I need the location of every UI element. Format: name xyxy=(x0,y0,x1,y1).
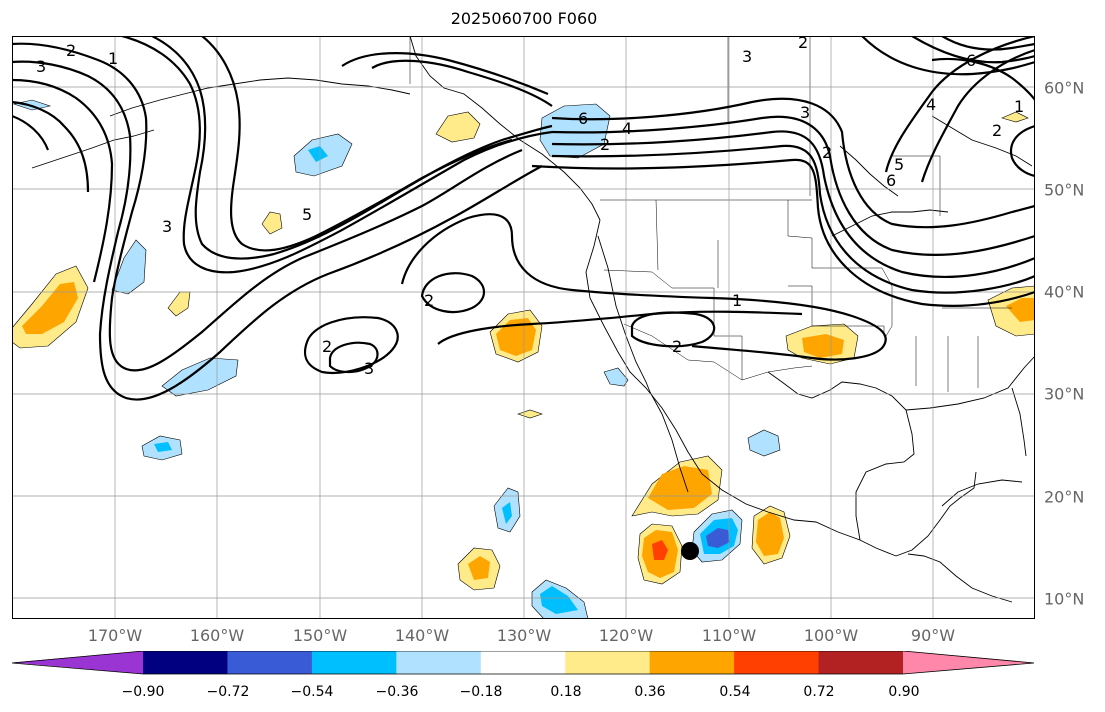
lat-label: 10°N xyxy=(1044,589,1085,609)
contour-label: 1 xyxy=(732,291,742,310)
lon-label: 150°W xyxy=(292,626,348,645)
negative-anomaly-patch xyxy=(531,579,589,619)
positive-anomaly-patch xyxy=(631,455,723,517)
positive-anomaly-patch xyxy=(489,309,543,363)
negative-anomaly-patch xyxy=(293,133,353,177)
coastlines xyxy=(31,36,1035,603)
colorbar-swatch xyxy=(818,651,904,674)
map-panel: 2 3 1 3 3 2 6 4 2 5 3 2 2 3 1 2 6 5 6 4 … xyxy=(12,36,1035,619)
negative-anomaly-patch xyxy=(141,435,183,461)
contour-label: 2 xyxy=(798,36,808,52)
contour-label: 2 xyxy=(66,41,76,60)
positive-anomaly-patch xyxy=(457,547,501,591)
colorbar-tick-label: 0.90 xyxy=(888,684,920,700)
lat-label: 40°N xyxy=(1044,282,1085,302)
colorbar-swatch xyxy=(480,651,566,674)
lon-label: 140°W xyxy=(394,626,450,645)
negative-anomaly-patch xyxy=(691,509,743,563)
lon-label: 110°W xyxy=(701,626,757,645)
positive-anomaly-patch xyxy=(12,265,89,349)
negative-anomaly-patch xyxy=(111,239,147,295)
contour-label: 3 xyxy=(364,359,374,378)
lon-label: 130°W xyxy=(496,626,552,645)
colorbar-swatch xyxy=(143,651,228,674)
colorbar-swatch xyxy=(396,651,482,674)
contour-label: 2 xyxy=(992,121,1002,140)
negative-anomaly-patch xyxy=(493,487,521,533)
lon-label: 100°W xyxy=(803,626,859,645)
colorbar-tick-label: 0.36 xyxy=(634,684,666,700)
colorbar-swatch xyxy=(649,651,735,674)
colorbar-swatch xyxy=(227,651,313,674)
contour-label: 1 xyxy=(1014,97,1024,116)
colorbar-swatch xyxy=(565,651,651,674)
positive-anomaly-patch xyxy=(435,111,481,143)
contour-label: 2 xyxy=(322,337,332,356)
contour-label: 6 xyxy=(966,51,976,70)
colorbar-swatch xyxy=(311,651,397,674)
contour-label: 4 xyxy=(622,119,632,138)
contour-lines xyxy=(12,36,1035,401)
lon-label: 170°W xyxy=(87,626,143,645)
contour-label: 3 xyxy=(162,217,172,236)
colorbar-swatch xyxy=(734,651,820,674)
colorbar-extend-max xyxy=(903,651,1034,674)
positive-anomaly-patch xyxy=(167,291,191,317)
colorbar-tick-label: 0.72 xyxy=(803,684,835,700)
negative-anomaly-patch xyxy=(161,357,239,397)
contour-label: 4 xyxy=(926,95,936,114)
lat-label: 30°N xyxy=(1044,384,1085,404)
contour-label: 3 xyxy=(742,47,752,66)
positive-anomaly-patch xyxy=(637,523,683,585)
positive-anomaly-patch xyxy=(785,323,859,365)
lon-label: 160°W xyxy=(189,626,245,645)
contour-label: 2 xyxy=(600,135,610,154)
colorbar-tick-label: −0.72 xyxy=(206,684,250,700)
map-title: 2025060700 F060 xyxy=(450,9,598,28)
contour-label: 3 xyxy=(36,57,46,76)
colorbar-tick-label: −0.36 xyxy=(375,684,419,700)
anomaly-fills xyxy=(12,99,1035,619)
positive-anomaly-patch xyxy=(751,505,791,565)
lat-label: 20°N xyxy=(1044,487,1085,507)
contour-label: 5 xyxy=(302,205,312,224)
positive-anomaly-patch xyxy=(1001,111,1029,123)
colorbar-tick-label: 0.54 xyxy=(719,684,751,700)
contour-label: 5 xyxy=(894,155,904,174)
contour-label: 1 xyxy=(108,49,118,68)
lon-label: 90°W xyxy=(910,626,956,645)
positive-anomaly-patch xyxy=(987,285,1035,337)
storm-center-marker xyxy=(681,542,699,560)
lat-label: 60°N xyxy=(1044,78,1085,98)
contour-label: 2 xyxy=(672,337,682,356)
contour-label: 2 xyxy=(424,291,434,310)
colorbar-tick-label: −0.18 xyxy=(459,684,503,700)
colorbar-extend-min xyxy=(12,651,143,674)
colorbar-tick-label: 0.18 xyxy=(550,684,582,700)
contour-label: 3 xyxy=(800,103,810,122)
negative-anomaly-patch xyxy=(747,429,781,457)
colorbar-tick-label: −0.54 xyxy=(290,684,334,700)
lon-label: 120°W xyxy=(598,626,654,645)
positive-anomaly-patch xyxy=(261,211,283,235)
contour-label: 6 xyxy=(578,109,588,128)
contour-label: 6 xyxy=(886,171,896,190)
colorbar xyxy=(12,651,1035,675)
colorbar-tick-label: −0.90 xyxy=(121,684,165,700)
contour-label: 2 xyxy=(822,143,832,162)
lat-label: 50°N xyxy=(1044,180,1085,200)
